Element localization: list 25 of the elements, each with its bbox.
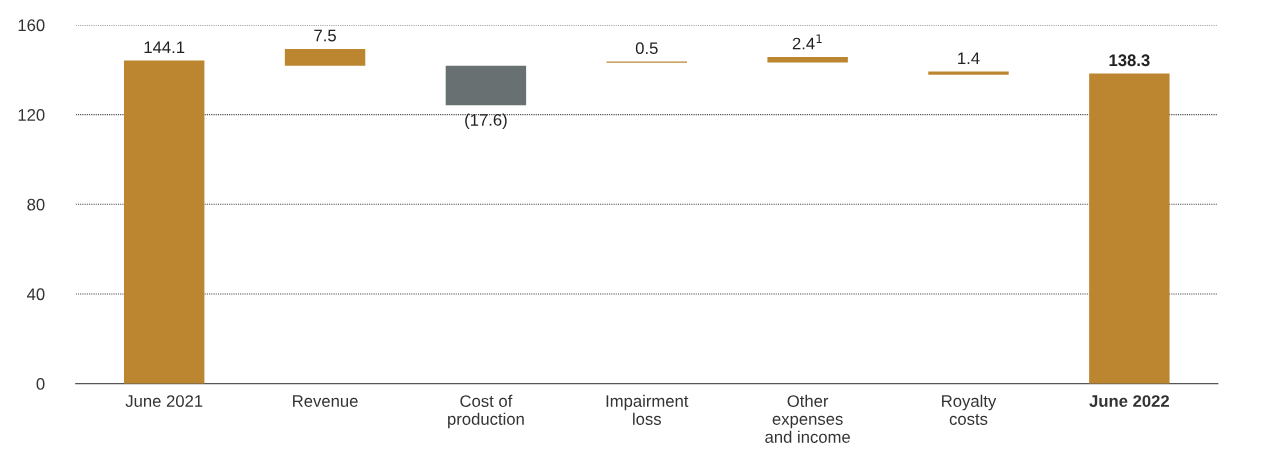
x-tick-label: June 2022 — [1089, 395, 1169, 407]
bar — [1089, 73, 1170, 384]
data-label: 2.4$^{1}$ — [792, 34, 822, 50]
x-tick-label: Cost of production — [448, 394, 524, 429]
y-tick-label: 0 — [36, 378, 45, 390]
y-tick-label: 160 — [18, 19, 45, 32]
data-label: (17.6) — [465, 113, 507, 130]
bar — [767, 57, 848, 63]
data-label: 0.5 — [635, 42, 658, 55]
data-label: 144.1 — [144, 41, 185, 53]
x-tick-label: Royalty costs — [942, 394, 997, 425]
data-label: 7.5 — [314, 29, 336, 42]
data-label: 138.3 — [1109, 54, 1150, 67]
bar — [445, 65, 527, 106]
data-label: 1.4 — [958, 52, 980, 64]
y-tick-label: 120 — [18, 109, 45, 121]
bar — [284, 48, 366, 66]
bar — [928, 71, 1009, 75]
x-tick-label: Revenue — [293, 395, 358, 407]
y-tick-label: 80 — [27, 198, 45, 211]
x-tick-label: Other expenses and income — [765, 394, 850, 443]
x-tick-label: Impairment loss — [606, 394, 689, 425]
x-tick-label: June 2021 — [125, 395, 203, 407]
y-tick-label: 40 — [27, 288, 45, 301]
bar — [123, 60, 205, 384]
